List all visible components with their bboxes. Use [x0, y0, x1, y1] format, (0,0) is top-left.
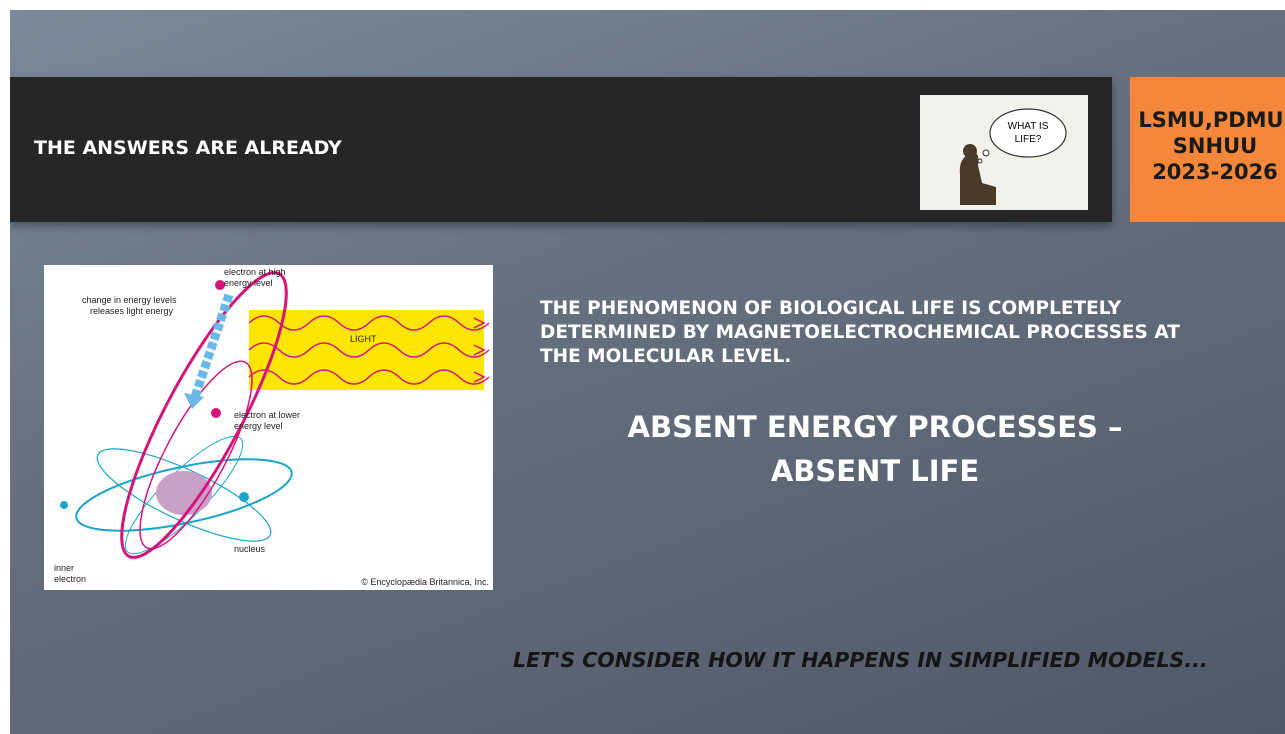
label: LIGHT	[350, 334, 377, 344]
title-bar: THE ANSWERS ARE ALREADY WHAT IS LIFE?	[10, 77, 1112, 222]
electron	[239, 492, 249, 502]
statement-line: DETERMINED BY MAGNETOELECTROCHEMICAL PRO…	[540, 322, 1180, 343]
electron-low	[211, 408, 221, 418]
statement-line: THE PHENOMENON OF BIOLOGICAL LIFE IS COM…	[540, 298, 1121, 319]
label: electron at high	[224, 267, 286, 277]
label: electron	[54, 574, 86, 584]
bubble-dot	[983, 150, 989, 156]
label: energy level	[224, 278, 273, 288]
badge-line: SNHUU	[1130, 133, 1285, 159]
atom-diagram: electron at high energy level change in …	[44, 265, 493, 590]
thumb-text: LIFE?	[1015, 134, 1042, 145]
nucleus	[156, 471, 212, 515]
electron-inner	[60, 501, 68, 509]
thought-bubble	[990, 109, 1066, 157]
badge: LSMU,PDMU, SNHUU 2023-2026	[1130, 77, 1285, 222]
label: change in energy levels	[82, 295, 177, 305]
badge-line: LSMU,PDMU,	[1130, 107, 1285, 133]
statement-line: THE MOLECULAR LEVEL.	[540, 346, 791, 367]
label: nucleus	[234, 544, 266, 554]
bubble-dot	[978, 159, 982, 163]
light-band	[249, 310, 484, 390]
slide: THE ANSWERS ARE ALREADY WHAT IS LIFE? LS…	[10, 10, 1285, 734]
thumbnail: WHAT IS LIFE?	[920, 95, 1088, 210]
slide-title: THE ANSWERS ARE ALREADY	[34, 137, 342, 159]
credit: © Encyclopædia Britannica, Inc.	[361, 577, 489, 587]
heading-line: ABSENT ENERGY PROCESSES –	[570, 410, 1180, 444]
label: inner	[54, 563, 74, 573]
thinker-figure	[960, 153, 996, 205]
badge-line: 2023-2026	[1130, 159, 1285, 185]
footer: LET'S CONSIDER HOW IT HAPPENS IN SIMPLIF…	[513, 648, 1208, 672]
thumb-text: WHAT IS	[1008, 121, 1049, 132]
label: electron at lower	[234, 410, 300, 420]
label: energy level	[234, 421, 283, 431]
heading-line: ABSENT LIFE	[570, 454, 1180, 488]
thinker-head	[963, 144, 977, 158]
page: THE ANSWERS ARE ALREADY WHAT IS LIFE? LS…	[0, 0, 1285, 734]
label: releases light energy	[90, 306, 174, 316]
